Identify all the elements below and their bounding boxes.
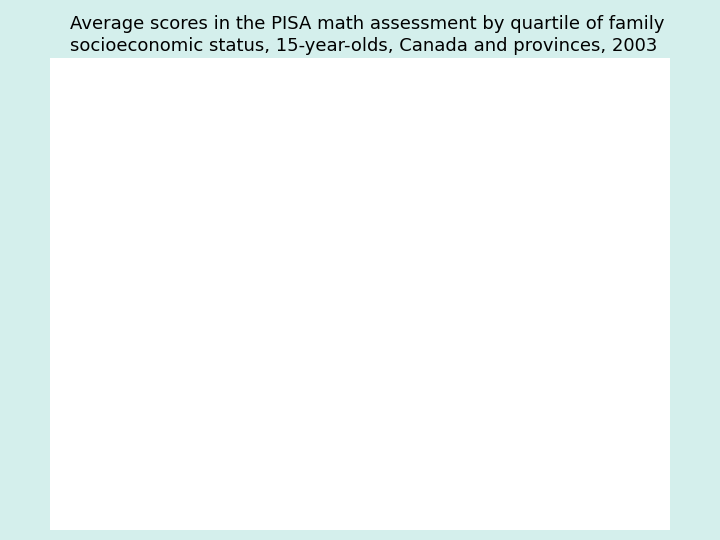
Text: Average scores in the PISA math assessment by quartile of family: Average scores in the PISA math assessme…: [70, 15, 665, 33]
FancyBboxPatch shape: [50, 58, 670, 530]
Text: socioeconomic status, 15-year-olds, Canada and provinces, 2003: socioeconomic status, 15-year-olds, Cana…: [70, 37, 657, 55]
